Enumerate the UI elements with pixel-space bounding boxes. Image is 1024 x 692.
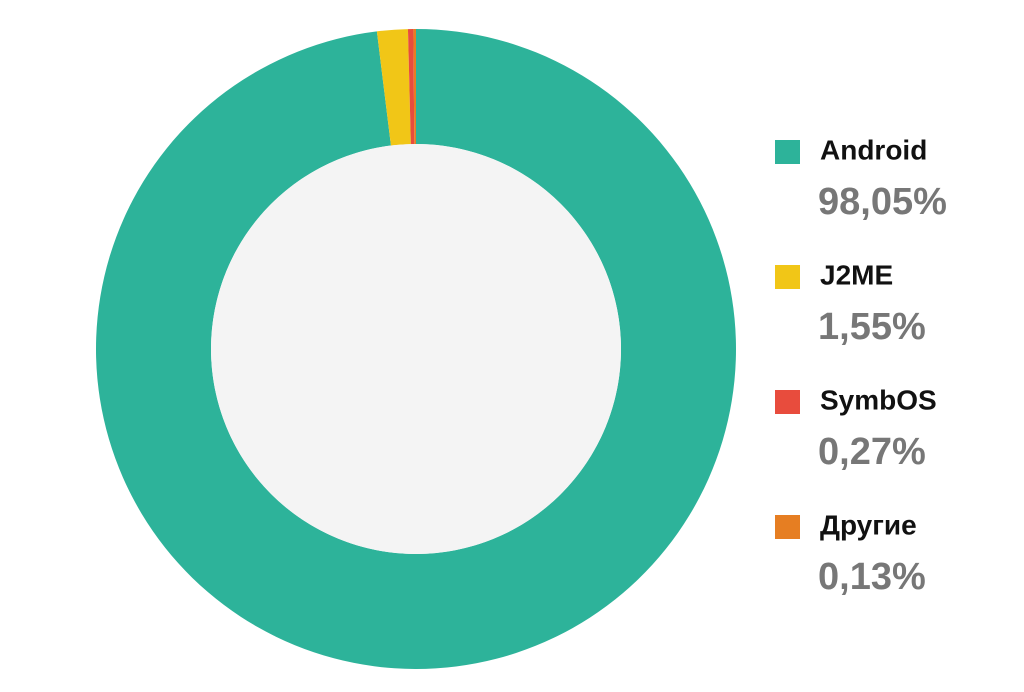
legend-label: Другие [820, 509, 917, 540]
donut-slice [95, 29, 736, 670]
donut-slice [413, 29, 416, 145]
value-label: 0,13% [818, 556, 926, 598]
donut-slice [407, 29, 415, 145]
legend-swatch [775, 515, 800, 539]
legend-swatch [775, 140, 800, 164]
legend-label: J2ME [820, 259, 893, 290]
legend-swatch [775, 265, 800, 289]
value-label: 1,55% [818, 306, 926, 348]
value-label: 0,27% [818, 431, 926, 473]
donut-slice [376, 29, 411, 146]
donut-hole [211, 144, 621, 554]
legend-label: SymbOS [820, 384, 937, 415]
legend-swatch [775, 390, 800, 414]
value-label: 98,05% [818, 181, 947, 223]
legend-label: Android [820, 134, 927, 165]
